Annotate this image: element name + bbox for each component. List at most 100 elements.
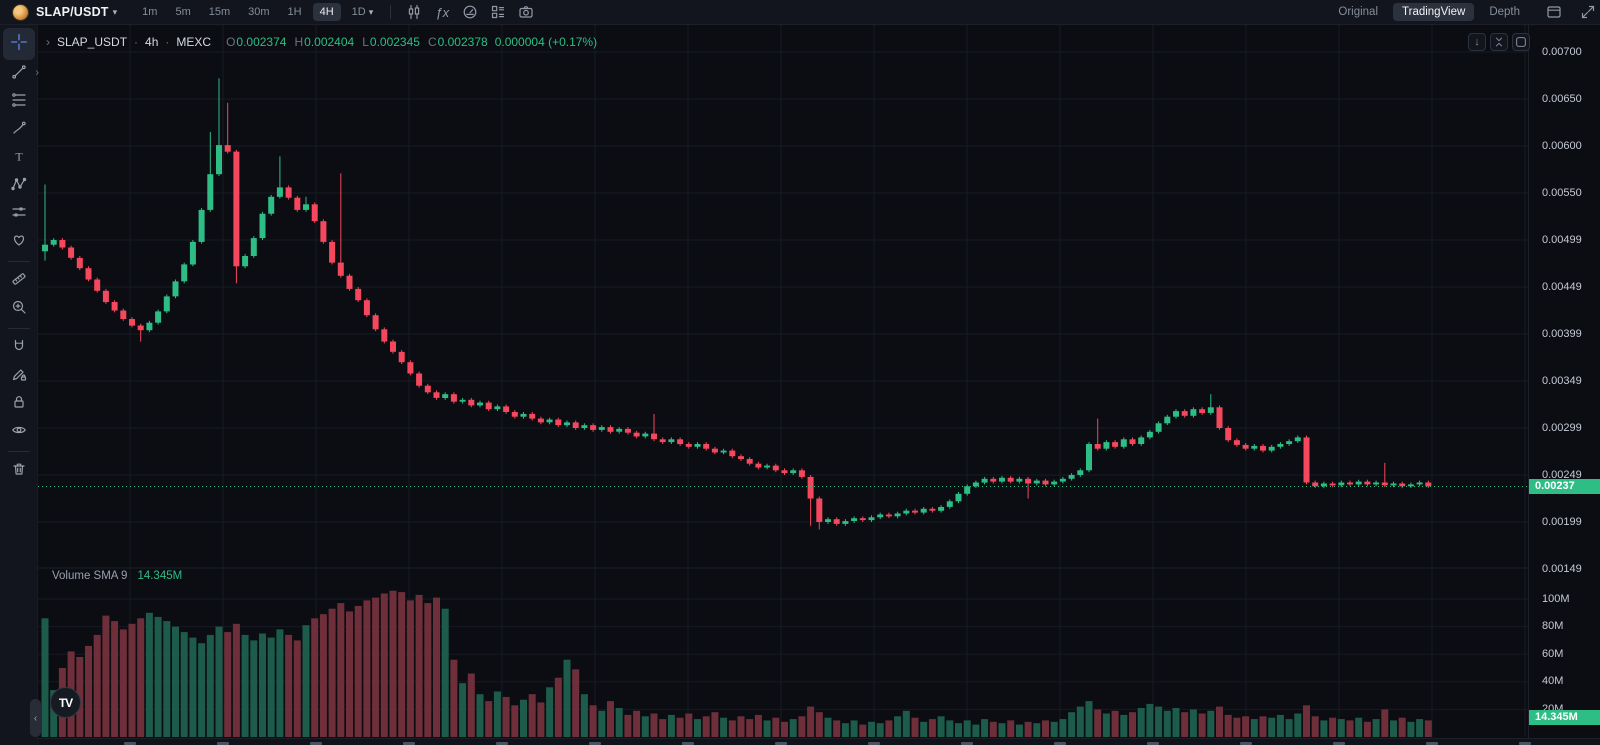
pane-button-group: ↓ [1468, 33, 1530, 51]
tradingview-logo[interactable]: TV [50, 687, 81, 718]
trash-icon [11, 461, 27, 482]
collapse-pane-icon[interactable] [1490, 33, 1508, 51]
eye-icon [11, 422, 27, 443]
price-axis[interactable]: 0.00700 0.00650 0.00600 0.00550 0.00499 0.004… [1528, 25, 1600, 738]
timeframe-30m[interactable]: 30m [248, 6, 270, 18]
time-tick-stub [1519, 742, 1531, 745]
drawing-toolbar: › T ‹ [0, 25, 41, 745]
tool-xabcd-pattern[interactable] [4, 172, 34, 200]
tool-trend-line[interactable] [4, 60, 34, 88]
time-tick-stub [217, 742, 229, 745]
view-mode-depth[interactable]: Depth [1489, 6, 1520, 18]
tool-crosshair[interactable] [2, 28, 35, 60]
toolbar-expander-icon[interactable]: › [35, 67, 39, 79]
time-tick-stub [1054, 742, 1066, 745]
legend-change: 0.000004 (+0.17%) [494, 35, 598, 49]
price-axis-label: 0.00199 [1542, 516, 1582, 528]
tool-lock-all-drawings[interactable] [4, 390, 34, 418]
time-tick-stub [403, 742, 415, 745]
volume-legend-label: Volume SMA 9 [52, 570, 128, 582]
indicators-fx-icon[interactable]: ƒx [435, 4, 450, 20]
timeframe-1H[interactable]: 1H [287, 6, 302, 18]
tool-hide-all-drawings[interactable] [4, 418, 34, 446]
zoom-in-icon [11, 299, 27, 320]
time-tick-stub [496, 742, 508, 745]
time-tick-stub [1240, 742, 1252, 745]
trend-line-icon [11, 64, 27, 85]
last-price-badge: 0.00237 [1529, 479, 1600, 494]
legend-symbol[interactable]: SLAP_USDT [57, 35, 128, 49]
price-axis-label: 0.00449 [1542, 281, 1582, 293]
chart-canvas[interactable]: › SLAP_USDT · 4h · MEXC O 0.002374 H 0.0024… [38, 25, 1600, 745]
price-axis-label: 0.00499 [1542, 234, 1582, 246]
tool-magnet-mode[interactable] [4, 334, 34, 362]
text-icon: T [11, 148, 27, 169]
tool-stay-in-drawing-mode[interactable] [4, 362, 34, 390]
time-tick-stub [868, 742, 880, 745]
time-tick-stub [124, 742, 136, 745]
timeframe-15m[interactable]: 15m [208, 6, 231, 18]
volume-axis-label: 40M [1542, 675, 1564, 687]
price-axis-label: 0.00650 [1542, 93, 1582, 105]
candle-style-icon[interactable] [401, 2, 427, 22]
tool-brush[interactable] [4, 116, 34, 144]
tool-text-tool[interactable]: T [4, 144, 34, 172]
price-axis-label: 0.00399 [1542, 328, 1582, 340]
tool-zoom-in[interactable] [4, 295, 34, 323]
popout-icon[interactable] [1575, 2, 1600, 22]
timeframe-5m[interactable]: 5m [175, 6, 191, 18]
timeframe-1D[interactable]: 1D ▾ [351, 6, 374, 18]
legend-expander-icon[interactable]: › [46, 35, 50, 49]
collapse-panel-tab[interactable]: ‹ [30, 699, 41, 737]
time-tick-stub [775, 742, 787, 745]
layout-grid-icon[interactable] [485, 2, 511, 22]
time-tick-stub [1333, 742, 1345, 745]
price-axis-label: 0.00349 [1542, 375, 1582, 387]
tool-fib-retracement[interactable] [4, 88, 34, 116]
symbol-caret-icon[interactable]: ▾ [112, 6, 118, 17]
tool-favorites[interactable] [4, 228, 34, 256]
time-axis[interactable] [38, 738, 1600, 745]
top-bar: SLAP/USDT ▾ 1m 5m 15m 30m 1H 4H 1D ▾ ƒx Origina… [0, 0, 1600, 25]
symbol-name[interactable]: SLAP/USDT [36, 5, 109, 19]
view-mode-tradingview[interactable]: TradingView [1393, 3, 1475, 21]
price-axis-label: 0.00600 [1542, 140, 1582, 152]
magnet-icon [11, 338, 27, 359]
fib-retracement-icon [11, 92, 27, 113]
corner-icon-group [1541, 2, 1595, 22]
time-tick-stub [682, 742, 694, 745]
heart-icon [11, 232, 27, 253]
chart-legend: › SLAP_USDT · 4h · MEXC O 0.002374 H 0.0024… [46, 35, 597, 49]
maximize-pane-icon[interactable] [1512, 33, 1530, 51]
coin-avatar [12, 3, 29, 21]
view-mode-original[interactable]: Original [1338, 6, 1379, 18]
tool-long-short-position[interactable] [4, 200, 34, 228]
lock-icon [11, 394, 27, 415]
volume-axis-label: 80M [1542, 620, 1564, 632]
time-tick-stub [1426, 742, 1438, 745]
timeframe-caret-icon[interactable]: ▾ [368, 7, 374, 17]
panel-icon[interactable] [1541, 2, 1567, 22]
crosshair-icon [10, 33, 28, 56]
scroll-to-recent-icon[interactable]: ↓ [1468, 33, 1486, 51]
topbar-right: Original TradingView Depth [1329, 2, 1595, 22]
timeframe-group: 1m 5m 15m 30m 1H 4H 1D ▾ [135, 3, 380, 21]
gauge-icon[interactable] [457, 2, 483, 22]
legend-ohlc: O 0.002374 H 0.002404 L 0.002345 C 0.002378 [226, 35, 488, 49]
timeframe-1m[interactable]: 1m [142, 6, 158, 18]
tool-remove-all-drawings[interactable] [4, 457, 34, 485]
chart-tool-icons: ƒx [401, 2, 539, 22]
time-tick-stub [1147, 742, 1159, 745]
timeframe-4H[interactable]: 4H [312, 3, 341, 21]
toolbar-divider [7, 328, 30, 329]
candlestick-plot[interactable] [38, 25, 1528, 738]
time-tick-stub [961, 742, 973, 745]
tool-measure[interactable] [4, 267, 34, 295]
svg-text:T: T [15, 149, 23, 163]
legend-interval: 4h [145, 35, 159, 49]
brush-icon [11, 120, 27, 141]
price-axis-label: 0.00149 [1542, 563, 1582, 575]
camera-icon[interactable] [513, 2, 539, 22]
price-axis-label: 0.00550 [1542, 187, 1582, 199]
toolbar-separator [390, 5, 392, 19]
